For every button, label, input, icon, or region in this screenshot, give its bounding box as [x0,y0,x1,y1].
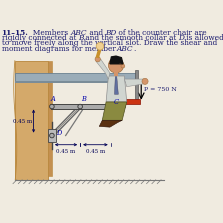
Bar [15,81,137,83]
Text: A: A [50,95,55,103]
Polygon shape [114,77,118,94]
Polygon shape [106,76,127,102]
Bar [109,99,140,104]
Circle shape [95,57,100,62]
Bar [135,70,138,99]
Polygon shape [99,120,122,127]
Polygon shape [102,102,127,120]
Text: P = 750 N: P = 750 N [144,87,176,92]
Text: B: B [78,34,83,42]
Bar [48,61,52,176]
Text: is allowed: is allowed [184,34,223,42]
Text: of the counter chair are: of the counter chair are [116,29,207,37]
Text: and: and [87,29,105,37]
Text: C: C [114,98,119,106]
Bar [110,103,114,110]
Text: D: D [56,129,61,137]
Circle shape [142,78,148,84]
Text: ABC: ABC [117,45,133,53]
Bar [122,104,125,107]
Bar [48,129,56,142]
Text: B: B [81,95,86,103]
Circle shape [108,58,124,73]
Text: Members: Members [28,29,71,37]
Text: ABC: ABC [70,29,87,37]
Bar [15,73,137,81]
Text: 0.45 m: 0.45 m [56,149,76,154]
Text: D: D [178,34,184,42]
Bar [114,71,118,76]
Circle shape [121,64,125,68]
Bar [15,61,48,180]
Text: rigidly connected at: rigidly connected at [2,34,78,42]
Text: to move freely along the vertical slot. Draw the shear and: to move freely along the vertical slot. … [2,39,217,47]
Text: 0.45 m: 0.45 m [13,119,33,124]
Text: BD: BD [105,29,116,37]
Circle shape [50,133,54,138]
Text: moment diagrams for member: moment diagrams for member [2,45,118,53]
Circle shape [78,104,83,109]
Text: 0.45 m: 0.45 m [86,149,105,154]
Polygon shape [124,79,145,87]
Text: .: . [133,45,136,53]
Polygon shape [96,59,110,79]
Text: 11–15.: 11–15. [2,29,28,37]
Bar [51,104,112,109]
Circle shape [50,104,54,109]
Text: and the smooth collar at: and the smooth collar at [83,34,179,42]
Polygon shape [110,56,123,64]
Circle shape [96,42,104,50]
